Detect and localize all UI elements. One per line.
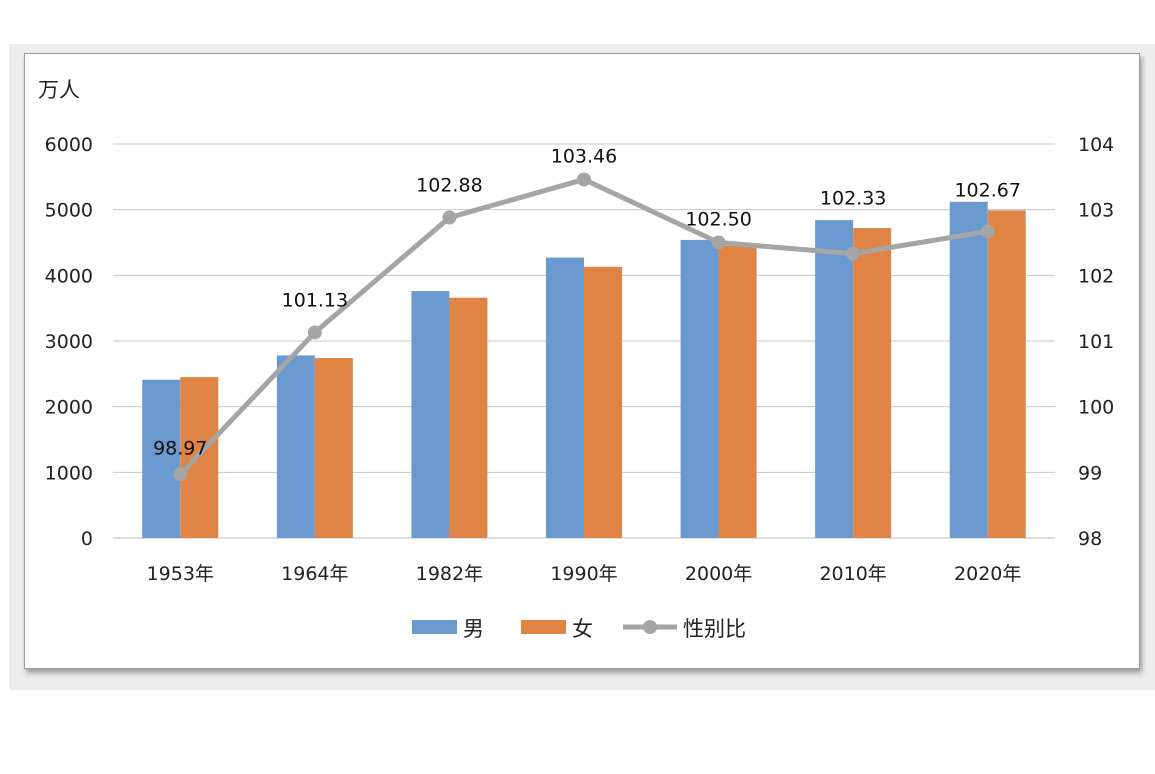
left-tick-label: 5000 <box>45 200 93 222</box>
legend: 男 女 性别比 <box>412 617 746 641</box>
ratio-data-label: 103.46 <box>551 145 617 167</box>
right-tick-label: 103 <box>1078 200 1114 222</box>
bar-female <box>584 266 622 538</box>
legend-label-female: 女 <box>572 617 593 641</box>
category-label: 2000年 <box>685 563 752 585</box>
legend-swatch-male <box>412 620 457 634</box>
bar-male <box>276 355 315 538</box>
left-axis-ticks: 0 1000 2000 3000 4000 5000 6000 <box>45 134 93 550</box>
right-tick-label: 102 <box>1078 265 1114 287</box>
right-tick-label: 101 <box>1078 331 1114 353</box>
ratio-data-label: 98.97 <box>153 437 207 459</box>
legend-label-ratio: 性别比 <box>683 617 746 641</box>
ratio-point <box>711 235 726 250</box>
category-label: 1964年 <box>281 563 348 585</box>
legend-label-male: 男 <box>463 617 484 641</box>
data-labels: 98.97 101.13 102.88 103.46 102.50 102.33 102.6… <box>153 145 1021 459</box>
ratio-data-label: 102.67 <box>954 179 1020 201</box>
bar-female <box>449 297 488 538</box>
bar-female <box>987 210 1026 538</box>
ratio-data-label: 102.33 <box>820 188 886 210</box>
bar-male <box>411 291 450 538</box>
legend-swatch-ratio-marker <box>643 620 657 634</box>
category-label: 1953年 <box>147 563 214 585</box>
category-label: 1990年 <box>550 563 617 585</box>
ratio-point <box>980 224 995 239</box>
ratio-data-label: 102.88 <box>416 175 482 197</box>
category-label: 2020年 <box>954 563 1021 585</box>
right-tick-label: 99 <box>1078 462 1102 484</box>
legend-swatch-female <box>521 620 566 634</box>
right-tick-label: 104 <box>1078 134 1114 156</box>
bar-male <box>546 257 584 538</box>
ratio-point <box>577 172 591 187</box>
bar-female <box>853 228 892 538</box>
left-tick-label: 3000 <box>45 331 93 353</box>
bar-male <box>815 220 854 538</box>
left-tick-label: 6000 <box>45 134 93 156</box>
category-label: 2010年 <box>819 563 886 585</box>
right-tick-label: 100 <box>1078 397 1114 419</box>
bar-male <box>949 201 988 538</box>
left-tick-label: 2000 <box>45 397 93 419</box>
ratio-data-label: 102.50 <box>685 209 751 231</box>
left-tick-label: 0 <box>81 528 93 550</box>
right-tick-label: 98 <box>1078 528 1102 550</box>
bar-male <box>142 379 181 538</box>
ratio-line <box>173 172 995 482</box>
ratio-point <box>307 325 322 340</box>
left-tick-label: 4000 <box>45 265 93 287</box>
ratio-point <box>173 467 188 482</box>
bars <box>142 201 1026 539</box>
ratio-data-label: 101.13 <box>282 289 348 311</box>
ratio-point <box>846 246 861 261</box>
bar-male <box>680 239 719 538</box>
unit-label: 万人 <box>38 78 80 102</box>
category-label: 1982年 <box>416 563 483 585</box>
ratio-point <box>442 210 457 225</box>
bar-female <box>718 245 757 539</box>
category-labels: 1953年 1964年 1982年 1990年 2000年 2010年 2020年 <box>147 563 1022 585</box>
bar-female <box>314 358 353 538</box>
left-tick-label: 1000 <box>45 462 93 484</box>
right-axis-ticks: 98 99 100 101 102 103 104 <box>1078 134 1114 550</box>
